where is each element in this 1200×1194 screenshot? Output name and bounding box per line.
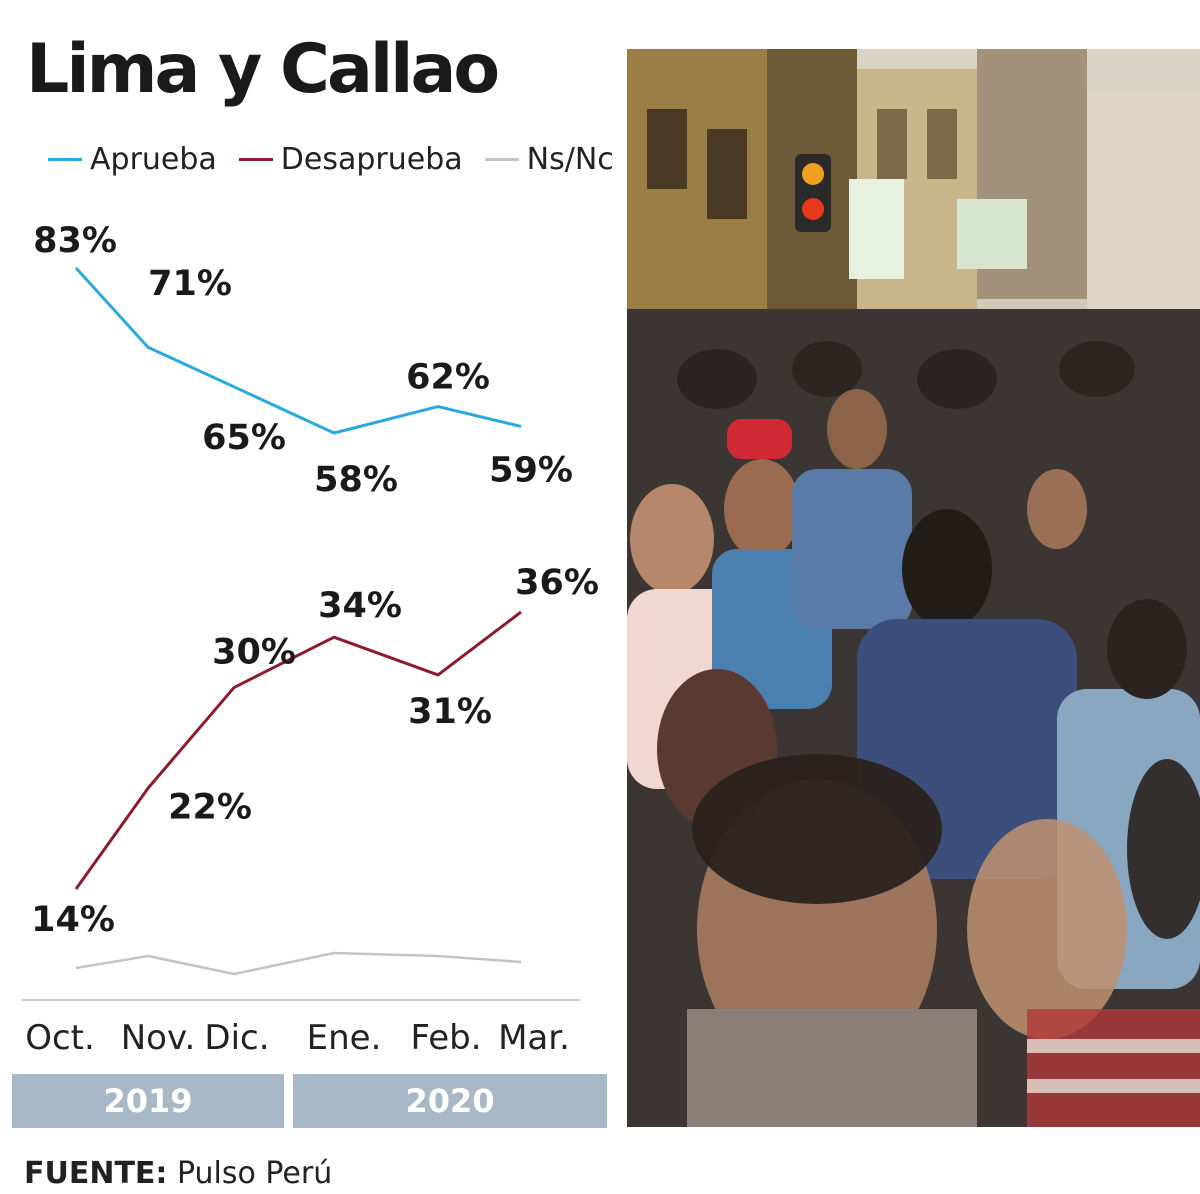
- legend-item-nsnc: Ns/Nc: [484, 142, 614, 177]
- data-label-aprueba-3: 58%: [314, 460, 398, 500]
- legend-label-nsnc: Ns/Nc: [526, 142, 614, 177]
- data-label-desaprueba-4: 31%: [408, 692, 492, 732]
- data-label-aprueba-4: 62%: [406, 358, 490, 398]
- data-label-aprueba-2: 65%: [202, 418, 286, 458]
- series-line-aprueba: [74, 266, 522, 435]
- legend-swatch-aprueba: [48, 158, 82, 161]
- data-label-desaprueba-1: 22%: [168, 787, 252, 827]
- line-chart: 83% 71% 65% 58% 62% 59% 14% 22% 30% 34% 31% 36%: [22, 221, 599, 1001]
- legend-label-aprueba: Aprueba: [90, 142, 217, 177]
- x-axis-labels: Oct. Nov. Dic. Ene. Feb. Mar.: [0, 1018, 620, 1062]
- x-label-mar: Mar.: [498, 1018, 570, 1058]
- legend-swatch-nsnc: [484, 158, 519, 161]
- data-label-aprueba-0: 83%: [33, 221, 117, 261]
- series-line-nsnc: [75, 951, 522, 976]
- year-band-2020: 2020: [293, 1074, 607, 1128]
- legend-label-desaprueba: Desaprueba: [280, 142, 463, 177]
- data-label-desaprueba-2: 30%: [212, 633, 296, 673]
- source-value: Pulso Perú: [176, 1156, 333, 1191]
- x-label-feb: Feb.: [410, 1018, 482, 1058]
- chart-title: Lima y Callao: [26, 30, 500, 109]
- x-label-nov: Nov.: [120, 1018, 196, 1058]
- legend-item-aprueba: Aprueba: [48, 142, 217, 177]
- x-label-ene: Ene.: [306, 1018, 382, 1058]
- series-line-desaprueba: [74, 610, 522, 890]
- legend-item-desaprueba: Desaprueba: [238, 142, 463, 177]
- data-label-desaprueba-5: 36%: [515, 563, 599, 603]
- data-label-desaprueba-3: 34%: [318, 586, 402, 626]
- source-label: FUENTE:: [24, 1156, 168, 1191]
- year-band-2019: 2019: [12, 1074, 284, 1128]
- data-label-desaprueba-0: 14%: [31, 900, 115, 940]
- legend-swatch-desaprueba: [238, 158, 273, 161]
- legend: Aprueba Desaprueba Ns/Nc: [48, 142, 636, 177]
- source-note: FUENTE: Pulso Perú: [24, 1156, 332, 1191]
- data-label-aprueba-1: 71%: [148, 264, 232, 304]
- x-label-dic: Dic.: [204, 1018, 270, 1058]
- crowd-photo: [627, 49, 1200, 1127]
- crowd-street-photo-icon: [627, 49, 1200, 1127]
- data-label-aprueba-5: 59%: [489, 450, 573, 490]
- x-label-oct: Oct.: [25, 1018, 95, 1058]
